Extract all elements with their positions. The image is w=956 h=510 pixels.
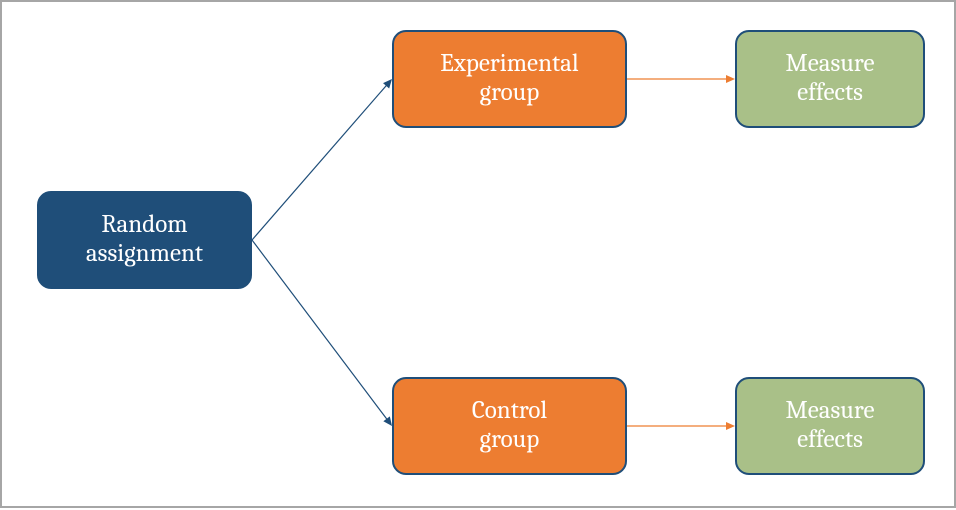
edge-random-experimental xyxy=(252,85,387,240)
arrowhead-random-control xyxy=(383,416,392,426)
node-measure_bottom: Measure effects xyxy=(735,377,925,475)
node-measure_top: Measure effects xyxy=(735,30,925,128)
node-control-label: Control group xyxy=(472,397,547,455)
edge-random-control xyxy=(252,240,387,420)
node-control: Control group xyxy=(392,377,627,475)
node-random-label: Random assignment xyxy=(86,211,203,269)
arrowhead-control-measure_bottom xyxy=(726,422,735,430)
node-random: Random assignment xyxy=(37,191,252,289)
node-experimental: Experimental group xyxy=(392,30,627,128)
node-experimental-label: Experimental group xyxy=(440,50,578,108)
arrowhead-experimental-measure_top xyxy=(726,75,735,83)
node-measure_top-label: Measure effects xyxy=(786,50,875,108)
node-measure_bottom-label: Measure effects xyxy=(786,397,875,455)
diagram-frame: Random assignment Experimental group Contr… xyxy=(0,0,956,508)
arrowhead-random-experimental xyxy=(383,79,392,88)
